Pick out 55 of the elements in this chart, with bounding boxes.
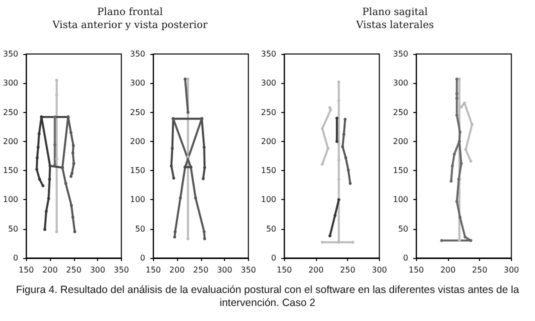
y-tick-label: 100 — [392, 195, 408, 204]
y-tick-label: 50 — [8, 224, 18, 234]
y-tick-label: 100 — [130, 195, 146, 204]
y-tick-label: 300 — [130, 78, 146, 88]
y-tick-label: 350 — [392, 50, 408, 58]
y-tick-label: 350 — [130, 50, 146, 58]
y-tick-label: 150 — [130, 166, 146, 176]
x-tick-label: 300 — [90, 266, 106, 274]
y-tick-label: 300 — [392, 78, 408, 88]
y-tick-label: 200 — [130, 136, 146, 146]
y-tick-label: 100 — [260, 195, 276, 204]
y-tick-label: 150 — [260, 166, 276, 176]
y-tick-label: 0 — [403, 254, 408, 262]
chart-title: Plano sagital — [361, 6, 429, 19]
chart-subtitle: Vista anterior y vista posterior — [51, 19, 209, 32]
x-tick-label: 250 — [193, 266, 208, 274]
y-tick-label: 50 — [135, 224, 146, 234]
x-tick-label: 150 — [18, 266, 34, 274]
text: Figura 4. Resultado del análisis de la evaluación postural con el software en las diferentes vistas antes de la intervención. Caso 2 — [14, 284, 520, 310]
x-tick-label: 300 — [504, 266, 520, 274]
y-tick-label: 300 — [2, 78, 18, 88]
y-tick-label: 0 — [13, 254, 18, 262]
x-tick-label: 300 — [372, 266, 388, 274]
y-tick-label: 300 — [260, 78, 276, 88]
y-tick-label: 250 — [130, 108, 146, 117]
y-tick-label: 150 — [2, 166, 18, 176]
y-tick-label: 0 — [271, 254, 276, 262]
x-tick-label: 250 — [472, 266, 488, 274]
x-tick-label: 300 — [216, 266, 232, 274]
y-tick-label: 250 — [260, 108, 276, 117]
x-tick-label: 200 — [42, 266, 58, 274]
x-tick-label: 250 — [340, 266, 356, 274]
y-tick-label: 350 — [260, 50, 276, 58]
x-tick-label: 200 — [440, 266, 456, 274]
y-tick-label: 0 — [140, 254, 146, 262]
x-tick-label: 150 — [276, 266, 292, 274]
chart-title: Plano frontal — [96, 6, 164, 19]
x-tick-label: 350 — [240, 266, 256, 274]
y-tick-label: 100 — [2, 195, 18, 204]
y-tick-label: 200 — [392, 136, 408, 146]
y-tick-label: 50 — [266, 224, 276, 234]
x-tick-label: 150 — [146, 266, 161, 274]
x-tick-label: 350 — [114, 266, 130, 274]
y-tick-label: 250 — [2, 108, 18, 117]
y-tick-label: 150 — [392, 166, 408, 176]
x-tick-label: 250 — [66, 266, 82, 274]
x-tick-label: 150 — [408, 266, 424, 274]
chart-subtitle: Vistas laterales — [355, 19, 435, 32]
y-tick-label: 200 — [2, 136, 18, 146]
x-tick-label: 200 — [169, 266, 185, 274]
x-tick-label: 200 — [308, 266, 324, 274]
y-tick-label: 200 — [260, 136, 276, 146]
y-tick-label: 50 — [398, 224, 408, 234]
y-tick-label: 350 — [2, 50, 18, 58]
y-tick-label: 250 — [392, 108, 408, 117]
